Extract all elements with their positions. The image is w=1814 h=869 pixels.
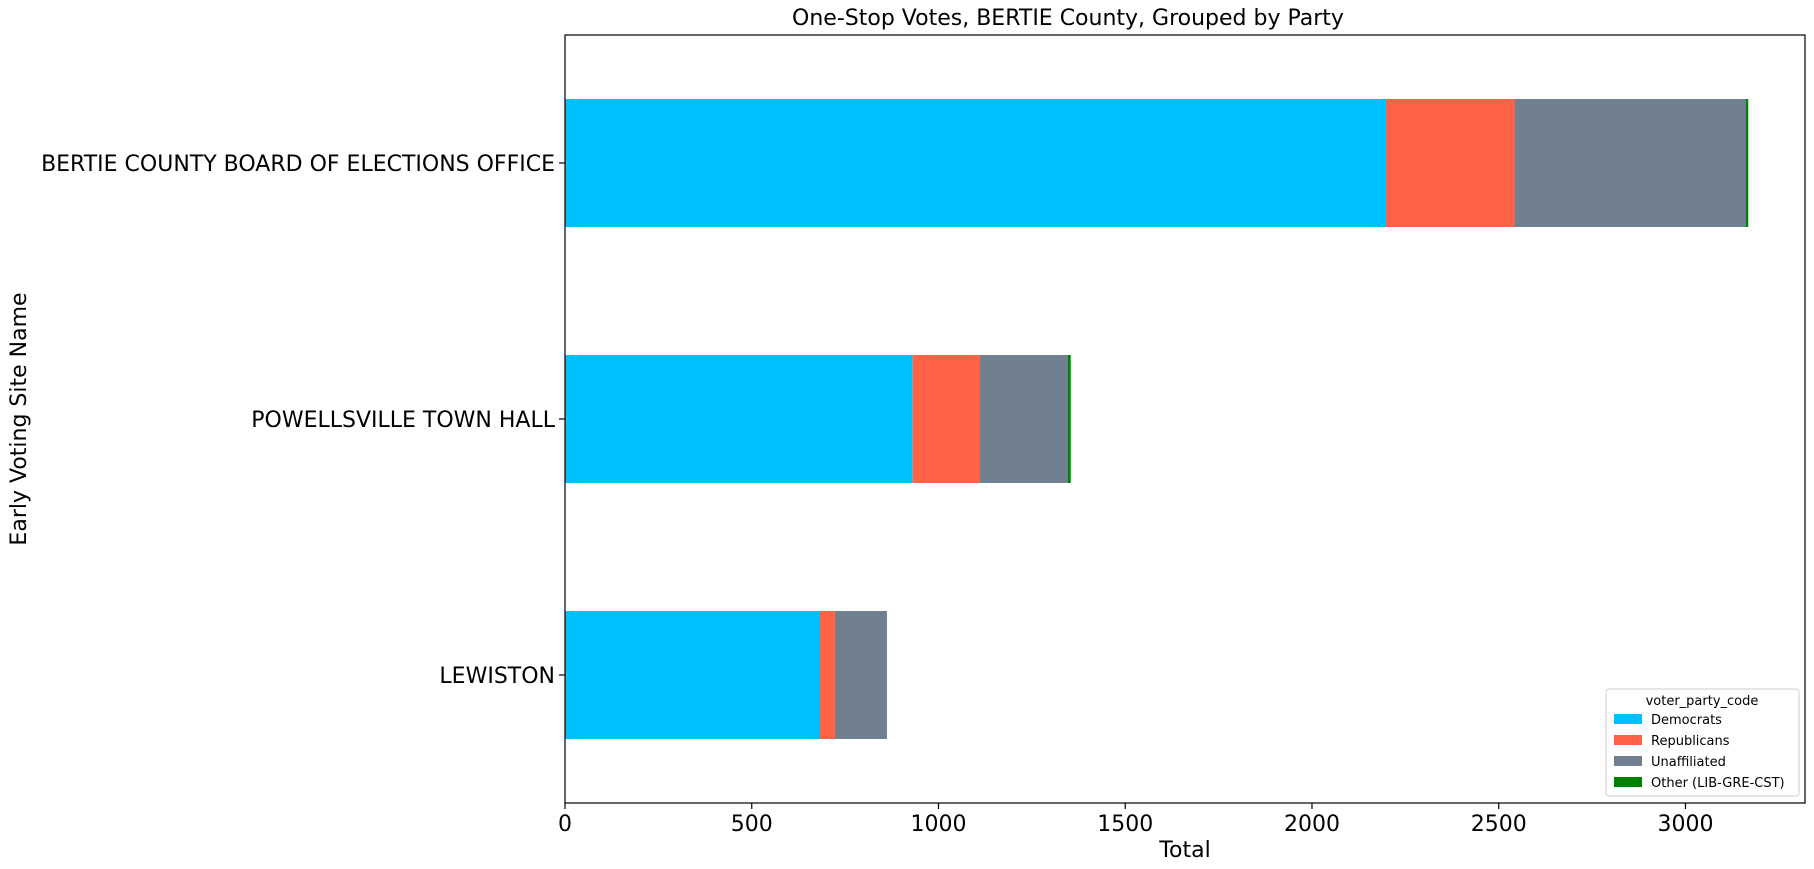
- x-tick-label: 500: [731, 812, 773, 837]
- x-tick-label: 1000: [910, 812, 966, 837]
- bar-unaffiliated-2: [979, 355, 1068, 483]
- legend-swatch: [1614, 714, 1642, 724]
- y-tick-label: BERTIE COUNTY BOARD OF ELECTIONS OFFICE: [41, 152, 555, 177]
- legend-label: Unaffiliated: [1651, 755, 1726, 770]
- bars-group: [565, 99, 1749, 739]
- x-tick-label: 0: [558, 812, 572, 837]
- bar-democrats-2: [565, 355, 913, 483]
- legend-box: [1605, 688, 1800, 797]
- y-axis-ticks: BERTIE COUNTY BOARD OF ELECTIONS OFFICE P…: [41, 152, 565, 689]
- x-tick-label: 1500: [1097, 812, 1153, 837]
- bar-unaffiliated-1: [1514, 99, 1746, 227]
- y-tick-label: POWELLSVILLE TOWN HALL: [251, 408, 555, 433]
- x-axis-ticks: 0 500 1000 1500 2000 2500 3000: [558, 803, 1713, 837]
- x-axis-label: Total: [1158, 838, 1210, 863]
- legend-swatch: [1614, 777, 1642, 787]
- bar-republicans-3: [818, 611, 835, 739]
- legend-items: Democrats Republicans Unaffiliated Other (L…: [1614, 713, 1785, 791]
- legend-label: Democrats: [1651, 713, 1722, 728]
- x-tick-label: 2500: [1471, 812, 1527, 837]
- legend-swatch: [1614, 756, 1642, 766]
- bar-democrats-1: [565, 99, 1386, 227]
- bar-other-lib-gre-cst-1: [1745, 99, 1749, 227]
- bar-other-lib-gre-cst-2: [1067, 355, 1071, 483]
- legend: voter_party_code Democrats Republicans Una…: [1605, 688, 1800, 797]
- bar-unaffiliated-3: [834, 611, 887, 739]
- legend-title: voter_party_code: [1646, 694, 1759, 709]
- x-tick-label: 3000: [1657, 812, 1713, 837]
- x-tick-label: 2000: [1284, 812, 1340, 837]
- y-tick-label: LEWISTON: [439, 664, 555, 689]
- legend-label: Other (LIB-GRE-CST): [1651, 776, 1785, 791]
- y-axis-label: Early Voting Site Name: [7, 292, 32, 545]
- bar-republicans-1: [1385, 99, 1515, 227]
- bar-democrats-3: [565, 611, 819, 739]
- legend-label: Republicans: [1651, 734, 1730, 749]
- legend-swatch: [1614, 735, 1642, 745]
- bar-republicans-2: [912, 355, 980, 483]
- chart-title: One-Stop Votes, BERTIE County, Grouped b…: [792, 6, 1344, 31]
